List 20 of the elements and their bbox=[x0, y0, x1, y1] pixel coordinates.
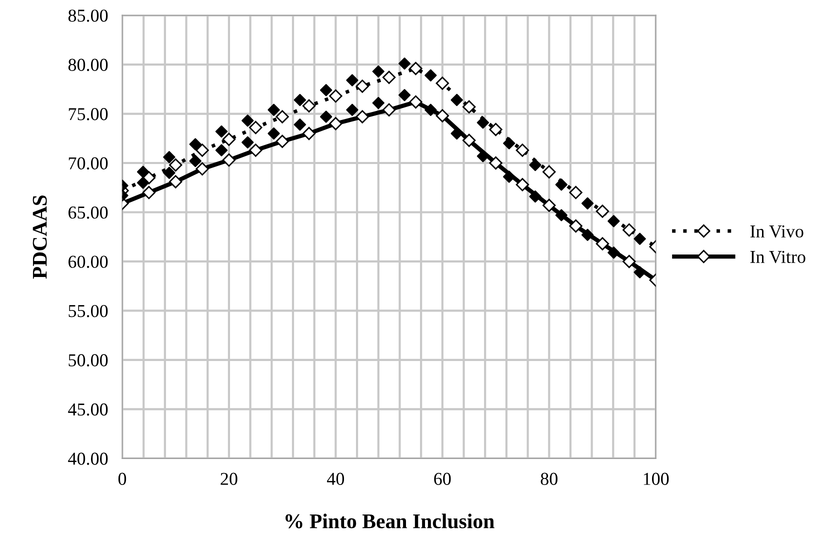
legend-label: In Vivo bbox=[750, 225, 804, 238]
x-tick-label: 100 bbox=[644, 472, 669, 485]
y-tick-label: 50.00 bbox=[68, 354, 108, 366]
y-tick-label: 45.00 bbox=[68, 403, 108, 416]
y-tick-label: 65.00 bbox=[68, 206, 108, 219]
y-tick-label: 40.00 bbox=[68, 452, 108, 465]
x-tick-label: 0 bbox=[118, 472, 126, 485]
x-tick-label: 80 bbox=[540, 472, 558, 485]
y-tick-label: 85.00 bbox=[68, 10, 108, 22]
y-axis-title: PDCAAS bbox=[32, 195, 47, 279]
y-tick-label: 80.00 bbox=[68, 58, 108, 72]
y-tick-label: 75.00 bbox=[68, 108, 108, 120]
y-tick-label: 70.00 bbox=[68, 157, 108, 170]
x-tick-label: 60 bbox=[434, 472, 451, 485]
y-tick-label: 55.00 bbox=[68, 304, 108, 318]
x-axis-title: % Pinto Bean Inclusion bbox=[286, 514, 494, 528]
x-tick-label: 20 bbox=[220, 472, 238, 485]
x-tick-label: 40 bbox=[327, 472, 344, 485]
y-tick-label: 60.00 bbox=[68, 256, 108, 268]
legend-label: In Vitro bbox=[750, 250, 806, 264]
